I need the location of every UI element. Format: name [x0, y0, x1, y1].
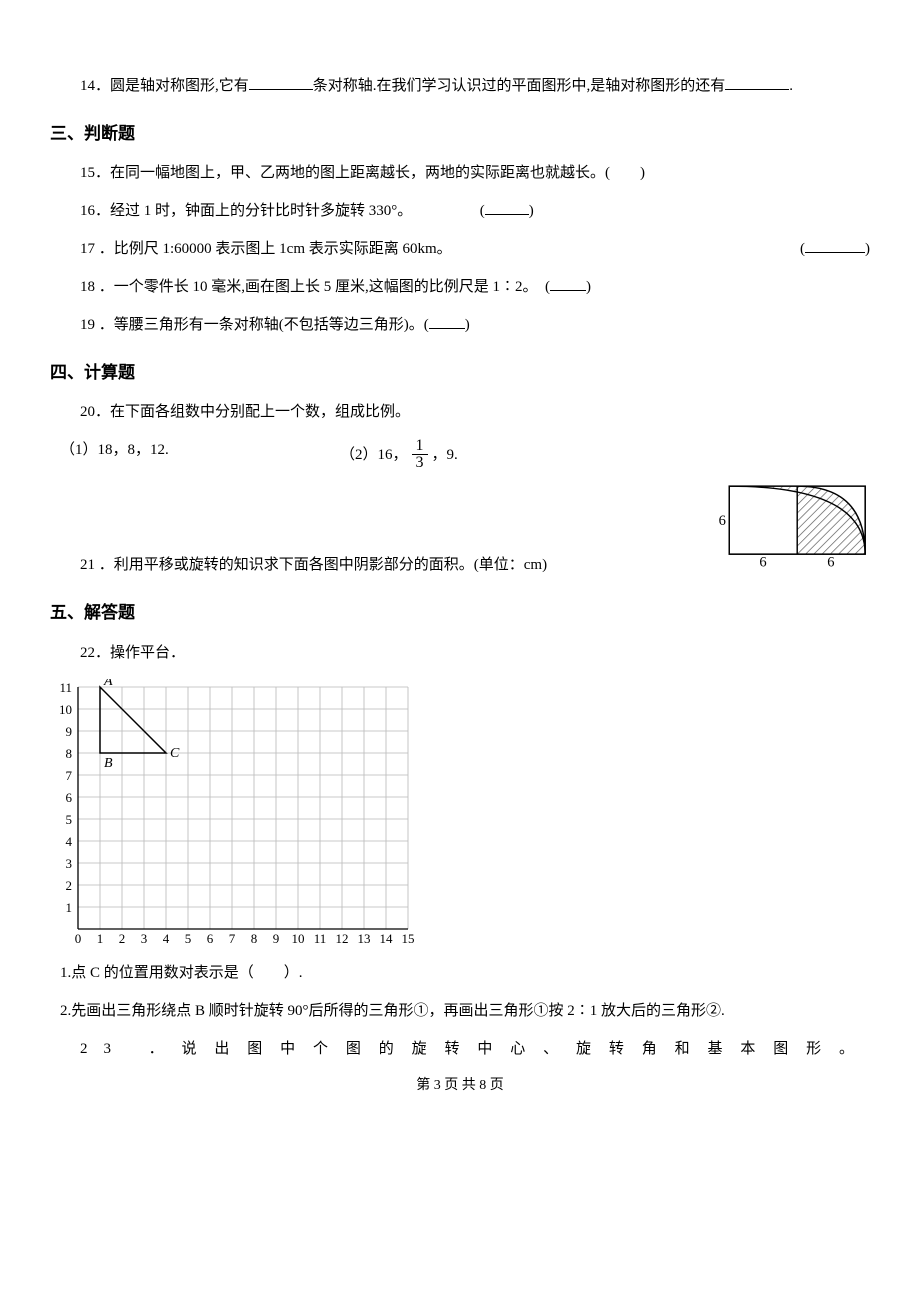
q22-sub2: 2.先画出三角形绕点 B 顺时针旋转 90°后所得的三角形①，再画出三角形①按 …: [60, 999, 870, 1023]
svg-text:11: 11: [314, 931, 327, 946]
q14-blank-2: [725, 75, 789, 90]
svg-text:9: 9: [273, 931, 280, 946]
fig21-label-bl: 6: [759, 555, 766, 569]
q19-blank: [429, 314, 465, 329]
svg-text:2: 2: [66, 878, 73, 893]
q19-text: 19 ．等腰三角形有一条对称轴(不包括等边三角形)。(: [80, 317, 429, 333]
section-3-title: 三、判断题: [50, 120, 870, 147]
q17-paren-close: ): [865, 241, 870, 257]
svg-text:3: 3: [141, 931, 148, 946]
q20-part2: （2）16， 1 3 ，9.: [340, 438, 458, 471]
q14-text-b: 条对称轴.在我们学习认识过的平面图形中,是轴对称图形的还有: [313, 78, 726, 94]
svg-text:0: 0: [75, 931, 82, 946]
svg-text:4: 4: [163, 931, 170, 946]
q14-text-c: .: [789, 78, 793, 94]
question-16: 16．经过 1 时，钟面上的分针比时针多旋转 330°。 (): [80, 199, 870, 223]
svg-text:10: 10: [59, 702, 72, 717]
svg-text:8: 8: [66, 746, 73, 761]
question-23: 23 ．说出图中个图的旋转中心、旋转角和基本图形。: [80, 1037, 870, 1061]
q21-text: 21 ．利用平移或旋转的知识求下面各图中阴影部分的面积。(单位：cm): [80, 553, 695, 577]
svg-text:4: 4: [66, 834, 73, 849]
q14-blank-1: [249, 75, 313, 90]
q20-part2-b: ，9.: [432, 443, 458, 467]
page-content: 14．圆是轴对称图形,它有 条对称轴.在我们学习认识过的平面图形中,是轴对称图形的…: [0, 0, 920, 1127]
section-4-title: 四、计算题: [50, 359, 870, 386]
svg-text:10: 10: [292, 931, 305, 946]
question-19: 19 ．等腰三角形有一条对称轴(不包括等边三角形)。(): [80, 313, 870, 337]
q21-figure: 6 6 6: [705, 481, 870, 577]
section-5-title: 五、解答题: [50, 599, 870, 626]
svg-text:A: A: [103, 679, 113, 689]
q16-paren-close: ): [529, 203, 534, 219]
q22-grid-figure: 01234567891011121314151234567891011ABC: [50, 679, 420, 947]
q22-sub1: 1.点 C 的位置用数对表示是（ ）.: [60, 961, 870, 985]
svg-text:1: 1: [97, 931, 104, 946]
svg-text:6: 6: [66, 790, 73, 805]
question-21-row: 21 ．利用平移或旋转的知识求下面各图中阴影部分的面积。(单位：cm): [80, 481, 870, 577]
q20-frac-num: 1: [412, 438, 428, 455]
svg-text:C: C: [170, 746, 180, 761]
q20-fraction: 1 3: [412, 438, 428, 471]
question-14: 14．圆是轴对称图形,它有 条对称轴.在我们学习认识过的平面图形中,是轴对称图形的…: [80, 74, 870, 98]
q20-part2-a: （2）16，: [340, 443, 408, 467]
svg-text:11: 11: [59, 680, 72, 695]
svg-text:7: 7: [229, 931, 236, 946]
q18-text: 18 ．一个零件长 10 毫米,画在图上长 5 厘米,这幅图的比例尺是 1∶2。…: [80, 279, 550, 295]
svg-text:8: 8: [251, 931, 258, 946]
svg-text:14: 14: [380, 931, 394, 946]
q18-paren-close: ): [586, 279, 591, 295]
svg-text:3: 3: [66, 856, 73, 871]
fig21-label-br: 6: [827, 555, 834, 569]
q17-text: 17 ．比例尺 1:60000 表示图上 1cm 表示实际距离 60km。: [80, 237, 452, 261]
q16-text: 16．经过 1 时，钟面上的分针比时针多旋转 330°。: [80, 203, 412, 219]
svg-text:5: 5: [66, 812, 73, 827]
svg-text:B: B: [104, 756, 113, 771]
svg-text:6: 6: [207, 931, 214, 946]
q14-text-a: 14．圆是轴对称图形,它有: [80, 78, 249, 94]
q17-blank: [805, 238, 865, 253]
question-22-intro: 22．操作平台．: [80, 641, 870, 665]
fig21-label-left: 6: [719, 513, 726, 529]
q20-frac-den: 3: [412, 455, 428, 471]
svg-text:15: 15: [402, 931, 415, 946]
svg-text:12: 12: [336, 931, 349, 946]
question-18: 18 ．一个零件长 10 毫米,画在图上长 5 厘米,这幅图的比例尺是 1∶2。…: [80, 275, 870, 299]
q16-blank: [485, 200, 529, 215]
question-20-intro: 20．在下面各组数中分别配上一个数，组成比例。: [80, 400, 870, 424]
question-17: 17 ．比例尺 1:60000 表示图上 1cm 表示实际距离 60km。 (): [80, 237, 870, 261]
svg-text:7: 7: [66, 768, 73, 783]
question-15: 15．在同一幅地图上，甲、乙两地的图上距离越长，两地的实际距离也就越长。( ): [80, 161, 870, 185]
q18-blank: [550, 276, 586, 291]
svg-text:13: 13: [358, 931, 371, 946]
question-20-parts: （1）18，8，12. （2）16， 1 3 ，9.: [60, 438, 870, 471]
svg-text:2: 2: [119, 931, 126, 946]
svg-text:5: 5: [185, 931, 192, 946]
page-footer: 第 3 页 共 8 页: [50, 1075, 870, 1097]
q19-paren-close: ): [465, 317, 470, 333]
q20-part1: （1）18，8，12.: [60, 438, 340, 471]
svg-text:1: 1: [66, 900, 73, 915]
svg-text:9: 9: [66, 724, 73, 739]
